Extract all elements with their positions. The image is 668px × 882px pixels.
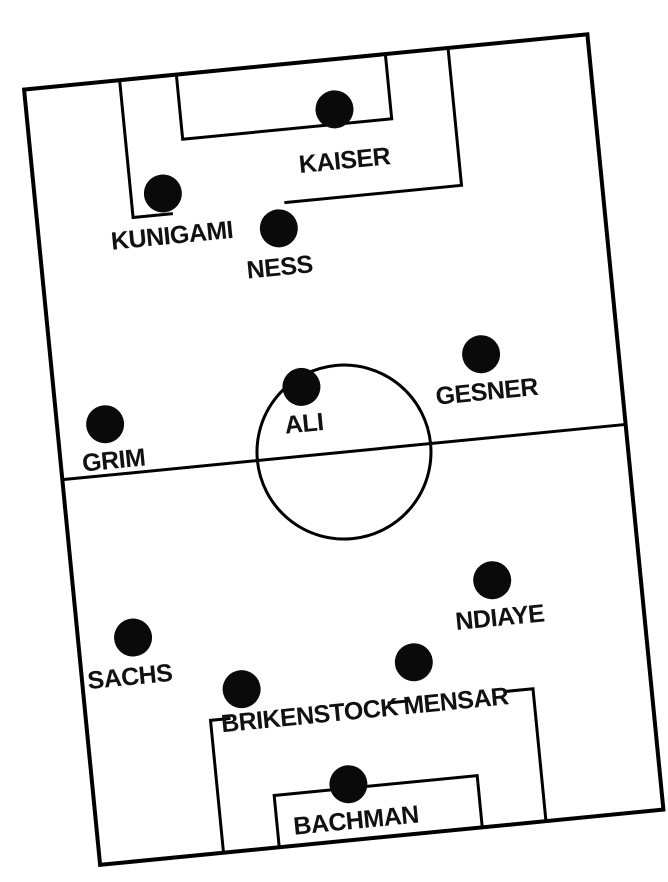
player-marker [329, 765, 368, 804]
bottom-penalty-area-mid [387, 699, 409, 705]
pitch-boundary [21, 32, 666, 868]
top-penalty-area-left [118, 80, 174, 220]
player-ness: NESS [245, 209, 314, 285]
bottom-goal-area [272, 773, 484, 848]
player-grim: GRIM [81, 405, 147, 478]
halfway-line [62, 422, 626, 482]
pitch-group: KAISERKUNIGAMINESSGRIMALIGESNERSACHSNDIA… [21, 32, 666, 868]
top-goal-area [174, 53, 394, 141]
bottom-penalty-area-left [208, 716, 231, 853]
center-circle [255, 363, 433, 541]
player-marker [282, 367, 321, 406]
player-marker [315, 90, 354, 129]
player-ali: ALI [282, 367, 325, 440]
player-marker [259, 209, 298, 248]
player-name-label: NESS [245, 250, 314, 284]
bottom-penalty-area-right [504, 687, 548, 822]
player-marker [473, 561, 512, 600]
player-marker [462, 335, 501, 374]
player-name-label: GRIM [81, 444, 147, 478]
player-marker [394, 643, 433, 682]
player-marker [86, 405, 125, 444]
player-marker [143, 174, 182, 213]
player-kaiser: KAISER [298, 90, 392, 179]
top-penalty-area-right [284, 47, 464, 205]
player-marker [114, 618, 153, 657]
player-marker [222, 670, 261, 709]
player-name-label: ALI [283, 408, 324, 440]
